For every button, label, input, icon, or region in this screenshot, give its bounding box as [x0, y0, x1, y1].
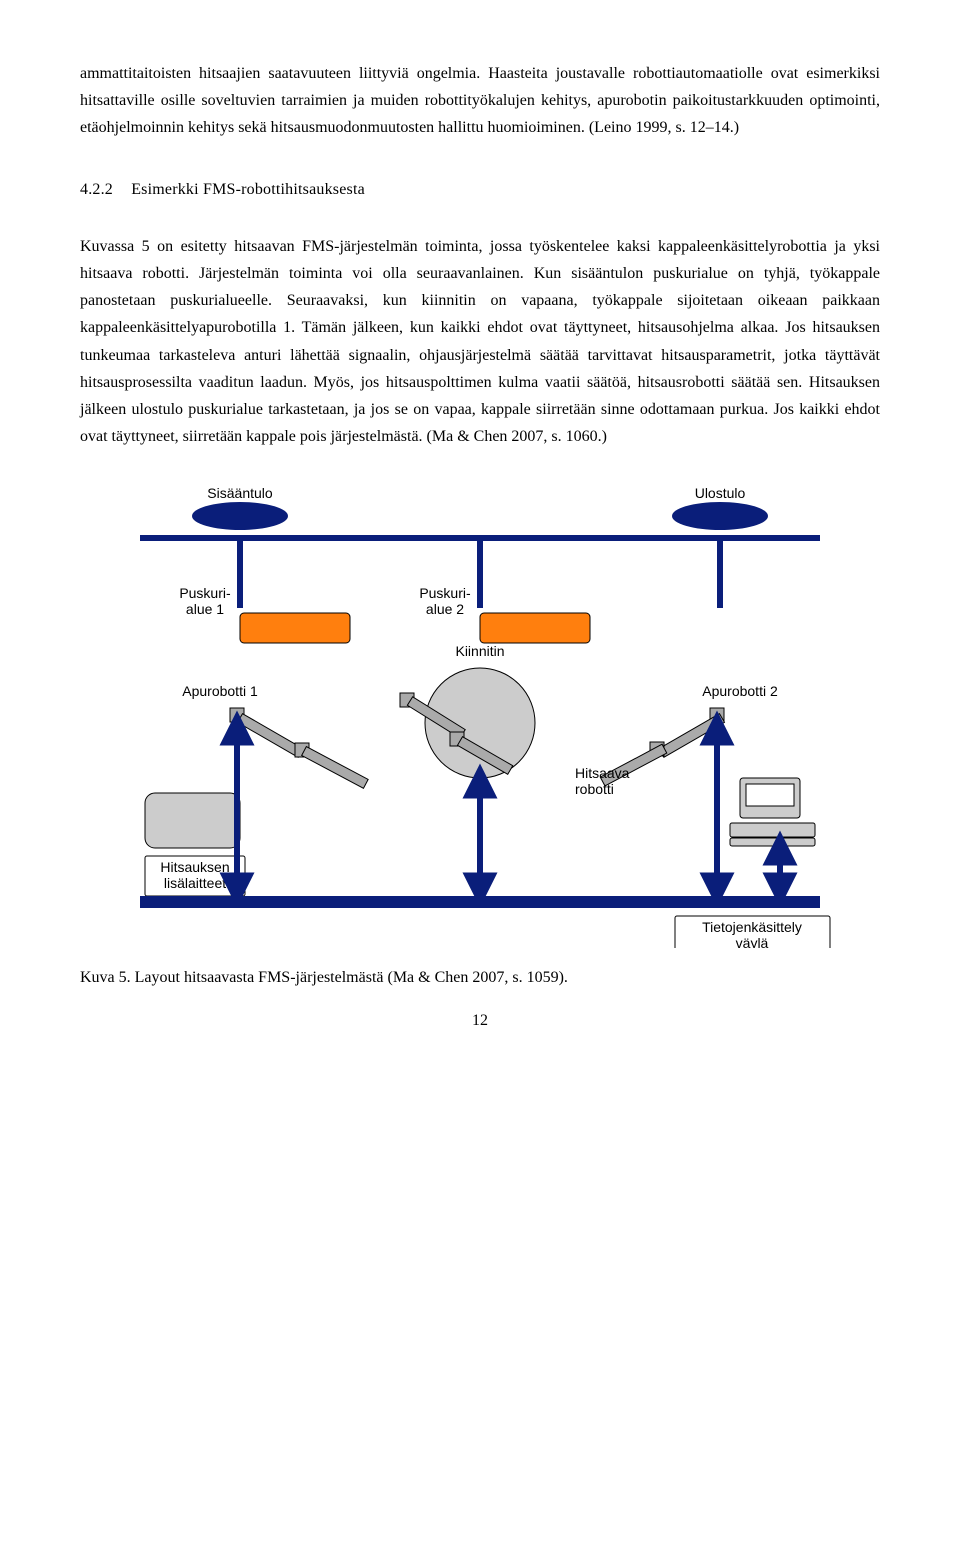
heading-text: Esimerkki FMS-robottihitsauksesta [131, 181, 365, 198]
output-label: Ulostulo [695, 485, 746, 501]
buffer2-label-l2: alue 2 [426, 601, 464, 617]
fixture-label: Kiinnitin [455, 643, 504, 659]
heading-number: 4.2.2 [80, 176, 113, 203]
buffer2-label-l1: Puskuri- [419, 585, 471, 601]
material-bus [140, 538, 820, 608]
input-node [192, 502, 288, 530]
welding-acc-l1: Hitsauksen [160, 859, 229, 875]
it-bus-l2: väylä [736, 935, 769, 948]
main-paragraph: Kuvassa 5 on esitetty hitsaavan FMS-järj… [80, 233, 880, 451]
figure-caption: Kuva 5. Layout hitsaavasta FMS-järjestel… [80, 964, 880, 991]
fms-diagram-svg: Sisääntulo Ulostulo Puskuri- alue 1 Pusk… [90, 478, 870, 948]
page-number: 12 [80, 1007, 880, 1034]
output-node [672, 502, 768, 530]
section-heading: 4.2.2 Esimerkki FMS-robottihitsauksesta [80, 176, 880, 203]
input-label: Sisääntulo [207, 485, 273, 501]
aux-robot-1 [230, 708, 368, 788]
buffer2-box [480, 613, 590, 643]
buffer1-box [240, 613, 350, 643]
it-bus-l1: Tietojenkäsittely [702, 919, 802, 935]
welding-accessories-icon [145, 793, 240, 848]
intro-paragraph: ammattitaitoisten hitsaajien saatavuutee… [80, 60, 880, 142]
buffer1-label-l1: Puskuri- [179, 585, 231, 601]
buffer1-label-l2: alue 1 [186, 601, 224, 617]
it-bus [140, 896, 820, 908]
welder-label-l2: robotti [575, 781, 614, 797]
welding-acc-l2: lisälaitteet [164, 875, 226, 891]
welder-label-l1: Hitsaava [575, 765, 630, 781]
computer-icon [730, 778, 815, 846]
aux2-label: Apurobotti 2 [702, 683, 778, 699]
fms-diagram: Sisääntulo Ulostulo Puskuri- alue 1 Pusk… [90, 478, 870, 948]
aux1-label: Apurobotti 1 [182, 683, 258, 699]
